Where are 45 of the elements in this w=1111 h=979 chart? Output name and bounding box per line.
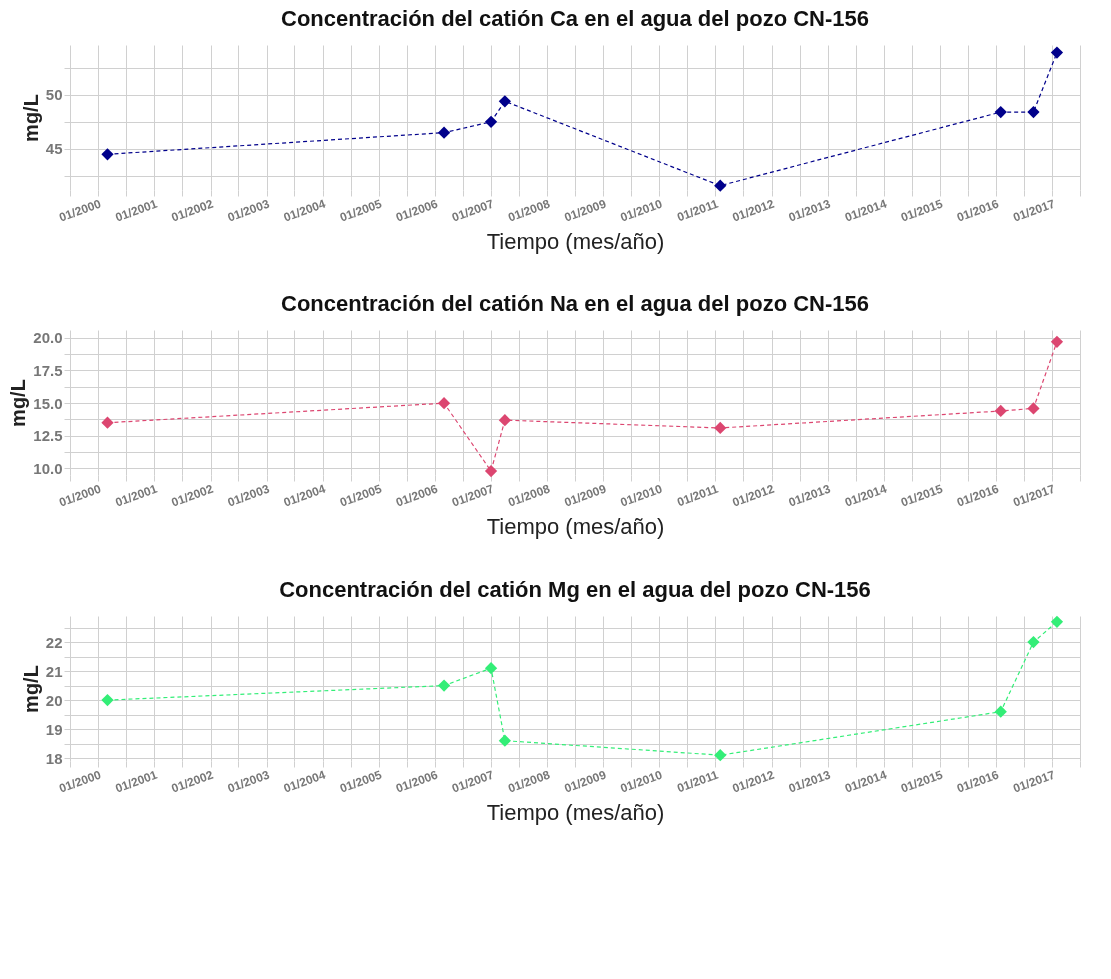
point	[1027, 105, 1040, 119]
point	[498, 95, 511, 108]
y-tick-label: 18	[45, 749, 63, 767]
y-axis-title: mg/L	[19, 94, 42, 142]
y-tick-label: 22	[45, 633, 63, 651]
point	[101, 416, 114, 429]
y-tick-label: 20	[45, 691, 63, 709]
point	[714, 421, 727, 435]
y-axis-title: mg/L	[19, 665, 42, 713]
y-tick-label: 17.5	[33, 362, 63, 379]
point	[1050, 335, 1064, 348]
y-axis-title: mg/L	[7, 379, 30, 427]
y-tick-label: 19	[45, 720, 63, 738]
point	[994, 705, 1007, 718]
y-tick-label: 21	[45, 662, 63, 680]
point	[437, 126, 451, 139]
point	[498, 414, 511, 427]
x-axis-title: Tiempo (mes/año)	[486, 228, 665, 254]
point	[714, 179, 727, 192]
point	[1050, 46, 1064, 59]
chart-title: Concentración del catión Mg en el agua del pozo CN-156	[279, 576, 871, 602]
point	[1050, 615, 1064, 628]
y-tick-label: 10.0	[33, 459, 63, 477]
point	[484, 115, 498, 128]
point	[484, 464, 498, 478]
chart-title: Concentración del catión Ca en el agua del pozo CN-156	[280, 6, 870, 31]
y-tick-label: 50	[45, 86, 63, 104]
chart-title: Concentración del catión Na en el agua del pozo CN-156	[280, 291, 870, 316]
point	[714, 749, 727, 762]
y-tick-label: 12.5	[33, 427, 63, 445]
point	[437, 679, 451, 692]
y-tick-label: 45	[45, 140, 63, 158]
x-axis-title: Tiempo (mes/año)	[486, 513, 665, 539]
point	[994, 105, 1007, 119]
point	[101, 148, 114, 161]
point	[437, 397, 451, 410]
point	[484, 662, 498, 675]
point	[994, 404, 1007, 418]
point	[101, 693, 114, 707]
x-axis-title: Tiempo (mes/año)	[486, 799, 665, 825]
point	[1027, 402, 1040, 415]
point	[498, 734, 511, 747]
y-tick-label: 20.0	[33, 329, 63, 347]
y-tick-label: 15.0	[33, 394, 63, 412]
point	[1027, 635, 1040, 649]
